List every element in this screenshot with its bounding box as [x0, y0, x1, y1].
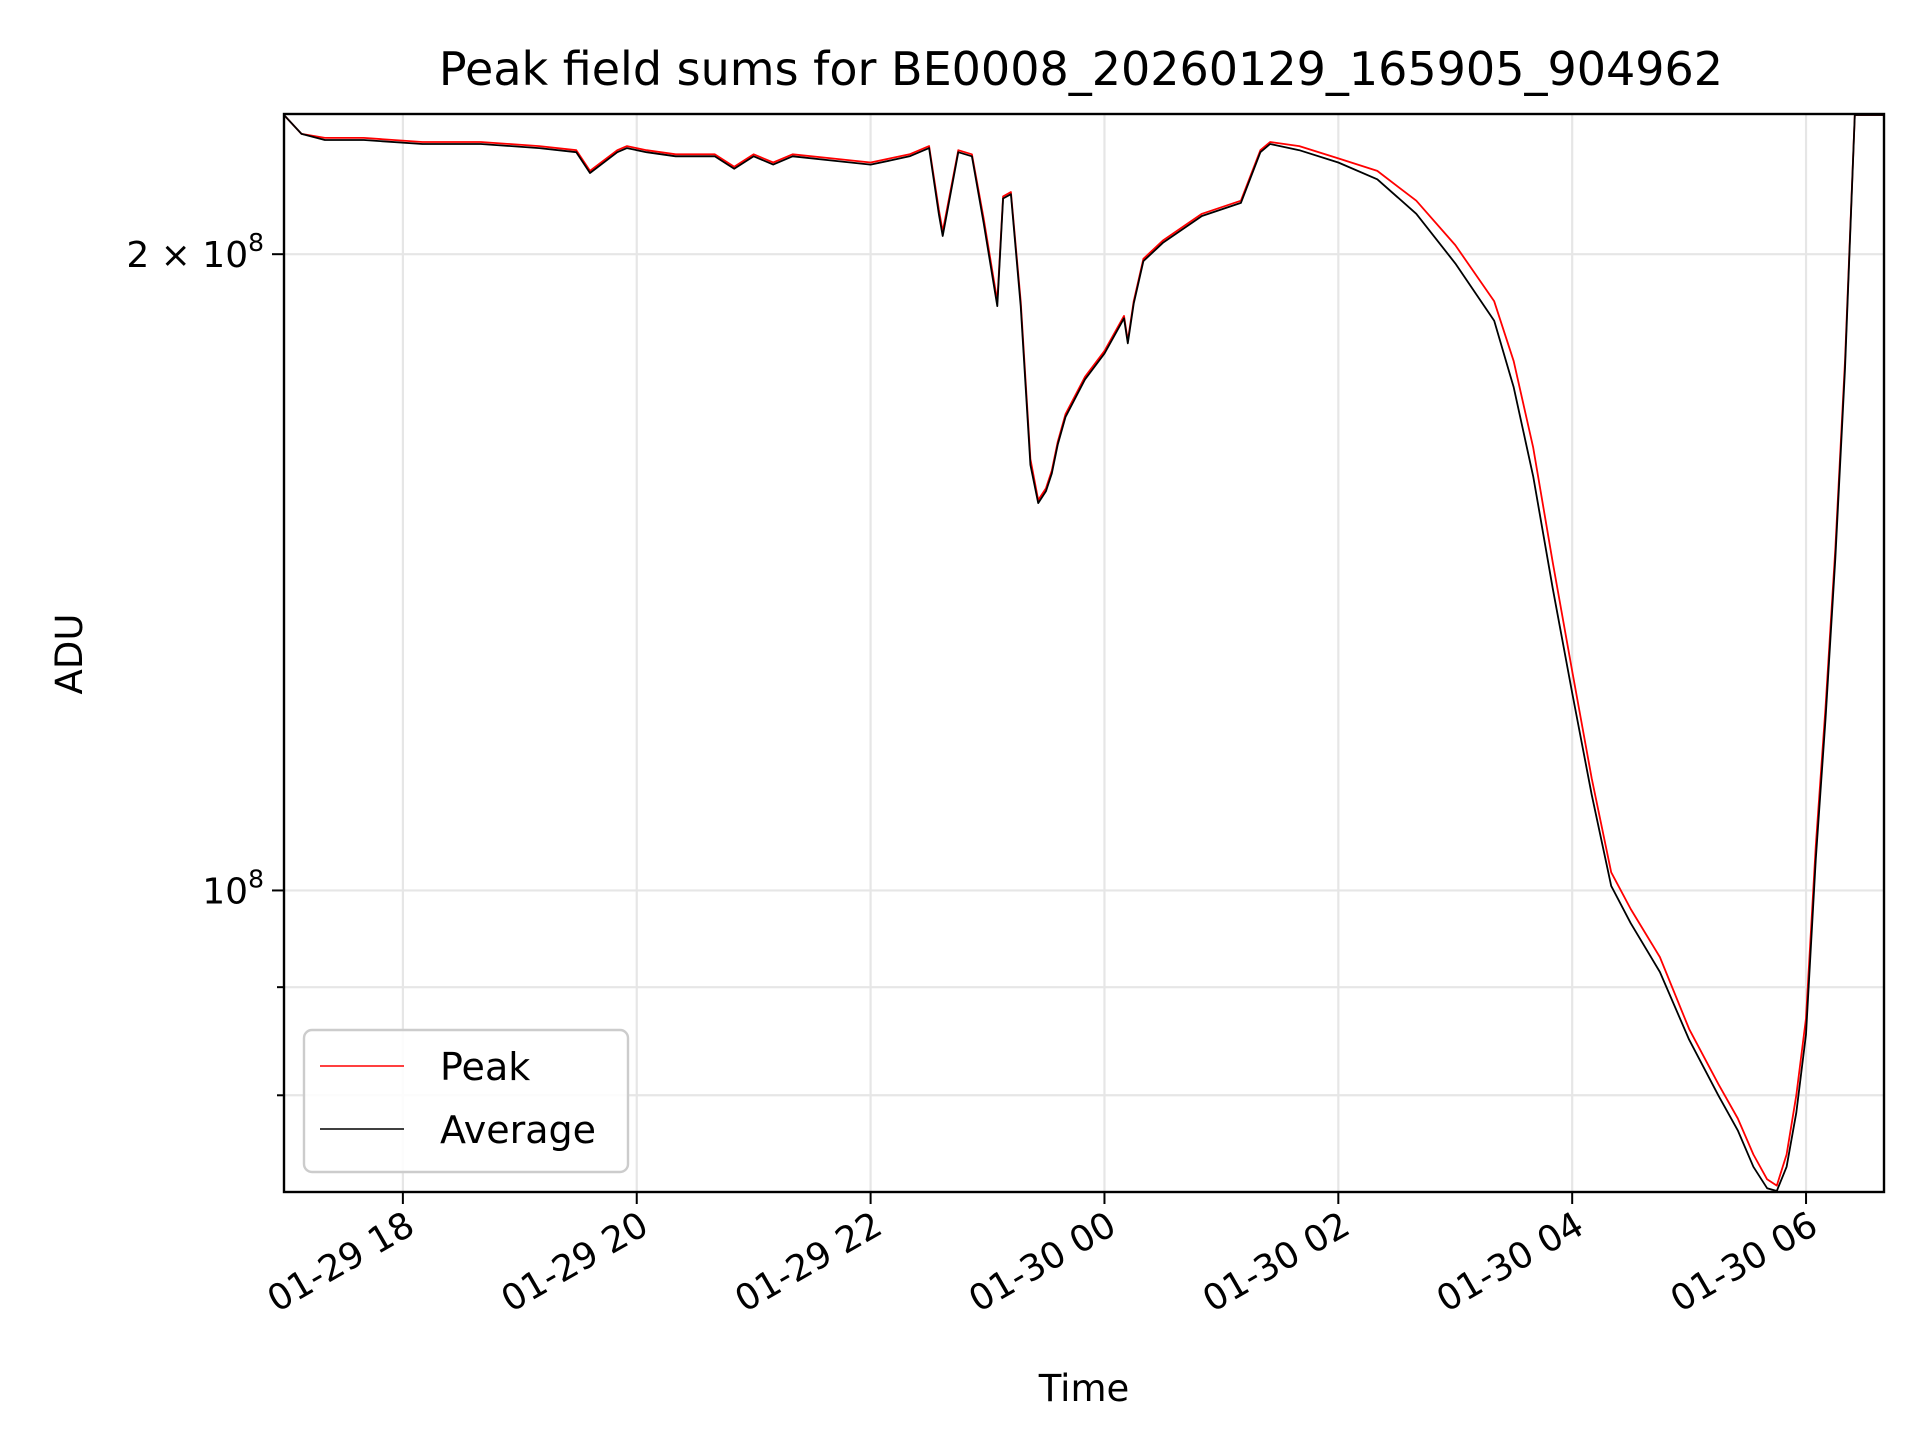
y-tick-label-base: 10: [202, 871, 248, 912]
y-tick-label: 2 × 108: [126, 228, 264, 276]
chart-title: Peak field sums for BE0008_20260129_1659…: [439, 42, 1723, 96]
y-axis-label: ADU: [48, 614, 91, 695]
grid-lines: [284, 114, 1884, 1192]
legend-average-label: Average: [440, 1108, 596, 1152]
x-axis-label: Time: [1038, 1367, 1130, 1410]
y-tick-label-exponent: 8: [248, 228, 264, 257]
legend: Peak Average: [302, 1028, 630, 1174]
series-line-peak: [283, 114, 1884, 1187]
series-line-average: [283, 114, 1884, 1192]
y-tick-label-exponent: 8: [248, 864, 264, 893]
legend-peak-label: Peak: [440, 1045, 530, 1089]
y-tick-label: 108: [202, 864, 264, 912]
plot-frame: [282, 112, 1886, 1194]
series-lines: [283, 114, 1884, 1192]
y-tick-label-base: 2 × 10: [126, 235, 248, 276]
